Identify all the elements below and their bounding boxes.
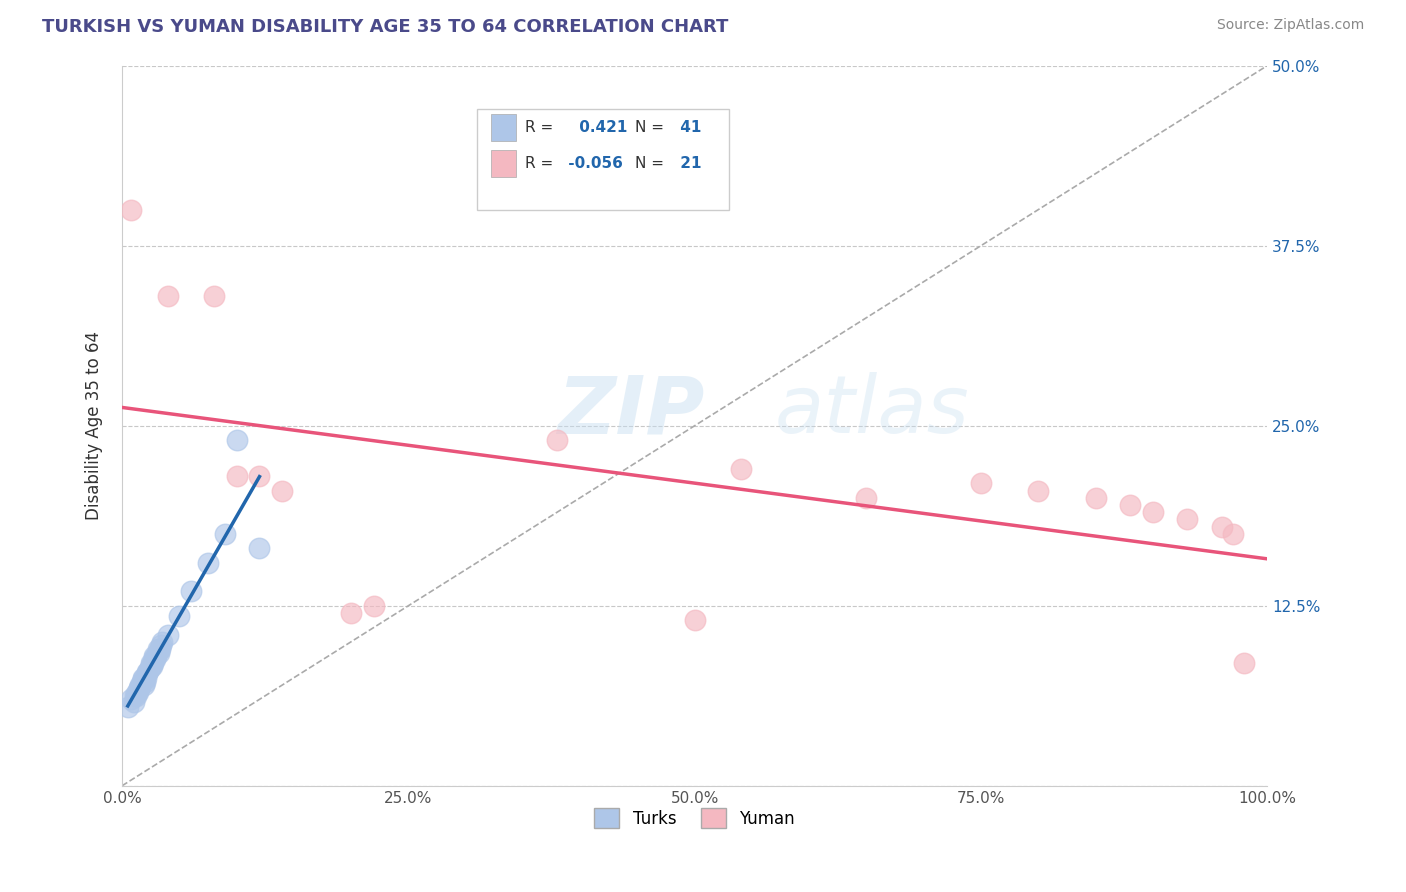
Point xyxy=(128,681,150,695)
Point xyxy=(148,646,170,660)
Point xyxy=(1084,491,1107,505)
Text: -0.056: -0.056 xyxy=(562,156,623,171)
Text: 0.421: 0.421 xyxy=(575,120,628,135)
Text: TURKISH VS YUMAN DISABILITY AGE 35 TO 64 CORRELATION CHART: TURKISH VS YUMAN DISABILITY AGE 35 TO 64… xyxy=(42,18,728,36)
Point xyxy=(136,665,159,679)
Text: Source: ZipAtlas.com: Source: ZipAtlas.com xyxy=(1216,18,1364,32)
Point xyxy=(149,642,172,657)
Point xyxy=(249,469,271,483)
Point xyxy=(132,678,155,692)
Point xyxy=(139,657,162,671)
FancyBboxPatch shape xyxy=(491,150,516,178)
Point xyxy=(970,476,993,491)
Point xyxy=(131,675,153,690)
FancyBboxPatch shape xyxy=(491,114,516,141)
Point xyxy=(135,671,157,685)
Point xyxy=(120,692,142,706)
Point xyxy=(225,469,247,483)
Point xyxy=(180,584,202,599)
Point xyxy=(143,649,166,664)
Point xyxy=(1175,512,1198,526)
Point xyxy=(169,608,191,623)
Point xyxy=(142,657,165,671)
Point xyxy=(134,675,156,690)
Text: N =: N = xyxy=(636,156,664,171)
Point xyxy=(148,643,170,657)
Point xyxy=(197,556,219,570)
Point xyxy=(129,678,152,692)
Point xyxy=(131,672,153,686)
Point xyxy=(271,483,294,498)
Point xyxy=(131,671,153,685)
Point xyxy=(1026,483,1049,498)
Point xyxy=(546,433,568,447)
Point xyxy=(143,652,166,666)
Point xyxy=(1211,519,1233,533)
Point xyxy=(150,638,173,652)
Point xyxy=(117,699,139,714)
Point xyxy=(855,491,877,505)
Point xyxy=(145,649,167,664)
Text: ZIP: ZIP xyxy=(557,372,704,450)
FancyBboxPatch shape xyxy=(477,109,730,210)
Point xyxy=(202,289,225,303)
Point xyxy=(139,657,162,672)
Point xyxy=(146,642,169,657)
Point xyxy=(127,685,149,699)
Point xyxy=(225,433,247,447)
Text: R =: R = xyxy=(526,156,554,171)
Point xyxy=(1233,657,1256,671)
Point xyxy=(340,606,363,620)
Point xyxy=(143,650,166,665)
Point xyxy=(125,685,148,699)
Point xyxy=(122,695,145,709)
Point xyxy=(214,526,236,541)
Point xyxy=(150,634,173,648)
Point xyxy=(249,541,271,555)
Point xyxy=(138,661,160,675)
Text: 21: 21 xyxy=(675,156,702,171)
Point xyxy=(156,627,179,641)
Point xyxy=(141,659,163,673)
Point xyxy=(128,681,150,695)
Text: atlas: atlas xyxy=(775,372,970,450)
Point xyxy=(124,688,146,702)
Point xyxy=(1222,526,1244,541)
Point xyxy=(136,666,159,681)
Text: 41: 41 xyxy=(675,120,702,135)
Point xyxy=(1142,505,1164,519)
Text: N =: N = xyxy=(636,120,664,135)
Point xyxy=(120,202,142,217)
Point xyxy=(1119,498,1142,512)
Text: R =: R = xyxy=(526,120,554,135)
Point xyxy=(138,664,160,678)
Point xyxy=(730,462,752,476)
Point xyxy=(125,690,148,704)
Point xyxy=(683,613,706,627)
Y-axis label: Disability Age 35 to 64: Disability Age 35 to 64 xyxy=(86,331,103,520)
Legend: Turks, Yuman: Turks, Yuman xyxy=(588,801,801,835)
Point xyxy=(156,289,179,303)
Point xyxy=(363,599,385,613)
